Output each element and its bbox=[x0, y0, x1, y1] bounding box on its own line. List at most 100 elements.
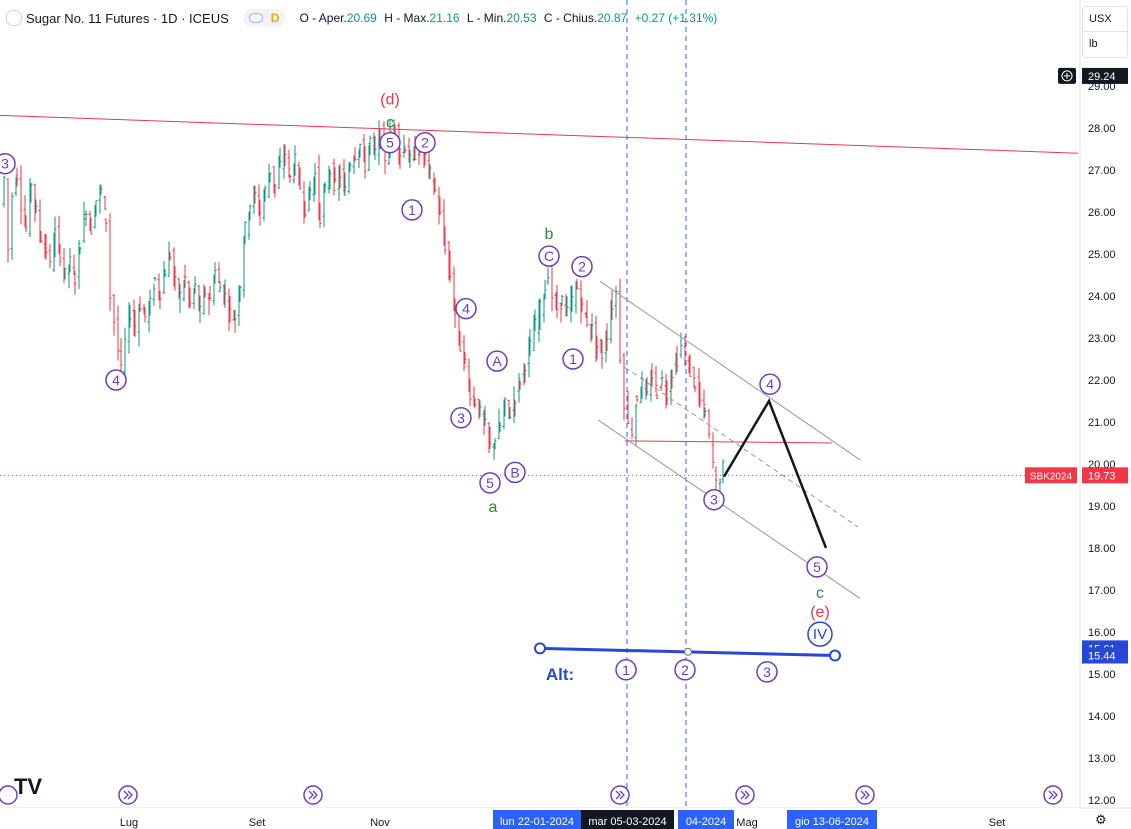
y-tick-label: 25.00 bbox=[1088, 249, 1116, 261]
x-tick-label: Set bbox=[249, 817, 266, 829]
wave-label[interactable]: c bbox=[386, 115, 394, 132]
time-cursor-label: mar 05-03-2024 bbox=[581, 810, 674, 829]
price-scale-settings[interactable]: USX lb bbox=[1082, 6, 1128, 58]
y-tick-label: 18.00 bbox=[1088, 543, 1116, 555]
event-marker-icon[interactable] bbox=[118, 785, 138, 805]
wave-label-text: 4 bbox=[112, 372, 120, 388]
wave-label[interactable]: 3 bbox=[756, 661, 778, 683]
price-axis-label: 19.73 SBK2024 bbox=[1025, 467, 1128, 484]
y-tick-label: 27.00 bbox=[1088, 165, 1116, 177]
wave-label-text: C bbox=[544, 248, 554, 264]
y-tick-label: 23.00 bbox=[1088, 333, 1116, 345]
y-tick-label: 26.00 bbox=[1088, 207, 1116, 219]
wave-label[interactable]: (d) bbox=[380, 92, 400, 109]
wave-label-text: A bbox=[492, 353, 502, 369]
wave-label-text: 3 bbox=[457, 410, 465, 426]
channel-upper-line[interactable] bbox=[599, 280, 861, 461]
wave-label[interactable]: 1 bbox=[615, 659, 637, 681]
wave-label[interactable]: b bbox=[545, 226, 554, 243]
support-line[interactable] bbox=[624, 440, 833, 444]
symbol-title[interactable]: Sugar No. 11 Futures · 1D · ICEUS bbox=[26, 10, 229, 26]
wave-label[interactable]: (e) bbox=[810, 604, 830, 621]
event-marker-icon[interactable] bbox=[1043, 785, 1063, 805]
time-cursor-label: gio 13-06-2024 bbox=[787, 810, 877, 829]
resistance-trendline[interactable] bbox=[0, 114, 1079, 154]
event-marker-icon[interactable] bbox=[0, 785, 18, 805]
time-cursor-text: 04-2024 bbox=[686, 816, 726, 828]
wave-label[interactable]: c bbox=[816, 585, 824, 602]
wave-label[interactable]: 5 bbox=[379, 131, 401, 154]
price-axis-label: 29.24 bbox=[1058, 67, 1128, 84]
event-marker-icon[interactable] bbox=[303, 785, 323, 805]
event-marker-icon[interactable] bbox=[855, 785, 875, 805]
event-marker-icon[interactable] bbox=[610, 785, 630, 805]
wave-label[interactable]: IV bbox=[807, 621, 833, 647]
wave-label-text: 5 bbox=[486, 475, 494, 491]
alt-line-midpoint[interactable] bbox=[684, 647, 692, 656]
tradingview-logo-icon: TV bbox=[14, 774, 42, 799]
wave-label-text: B bbox=[510, 464, 519, 480]
wave-label-text: c bbox=[816, 585, 824, 602]
wave-label-text: 2 bbox=[578, 259, 586, 275]
wave-label-text: 3 bbox=[1, 156, 9, 172]
eye-icon bbox=[248, 13, 263, 23]
time-cursor-text: mar 05-03-2024 bbox=[588, 816, 666, 828]
wave-label[interactable]: 3 bbox=[703, 488, 725, 511]
visibility-pill[interactable]: D bbox=[242, 9, 286, 27]
channel-middle-line[interactable] bbox=[624, 366, 859, 528]
wave-label-text: 2 bbox=[681, 662, 689, 678]
wave-label[interactable]: 2 bbox=[414, 131, 436, 154]
wave-label[interactable]: a bbox=[489, 499, 498, 516]
wave-label[interactable]: 5 bbox=[806, 556, 828, 578]
wave-label[interactable]: 1 bbox=[401, 199, 423, 221]
wave-label[interactable]: 2 bbox=[674, 659, 696, 681]
wave-label-text: 4 bbox=[766, 376, 774, 392]
x-tick-label: Nov bbox=[370, 817, 390, 829]
price-axis-label-text: 15.44 bbox=[1088, 651, 1116, 663]
wave-label[interactable]: 2 bbox=[571, 255, 593, 278]
high-value: 21.16 bbox=[429, 11, 460, 25]
y-tick-label: 24.00 bbox=[1088, 291, 1116, 303]
y-tick-label: 29.00 bbox=[1088, 81, 1116, 93]
wave-label[interactable]: 5 bbox=[479, 472, 501, 494]
x-tick-label: Lug bbox=[120, 817, 138, 829]
wave-label-text: (e) bbox=[810, 604, 830, 621]
wave-label[interactable]: C bbox=[538, 245, 560, 267]
y-tick-label: 22.00 bbox=[1088, 375, 1116, 387]
wave-label-text: Alt: bbox=[546, 665, 574, 684]
x-tick-label: Mag bbox=[736, 817, 757, 829]
price-axis-label: 15.44 bbox=[1082, 647, 1128, 664]
open-label: O - Aper. bbox=[299, 11, 347, 25]
y-tick-label: 28.00 bbox=[1088, 123, 1116, 135]
wave-label[interactable]: 4 bbox=[455, 297, 477, 320]
alt-line-handle[interactable] bbox=[534, 642, 546, 655]
currency-select[interactable]: USX bbox=[1089, 13, 1112, 25]
ohlc-values: O - Aper.20.69 H - Max.21.16 L - Min.20.… bbox=[299, 11, 717, 25]
wave-label[interactable]: 4 bbox=[759, 373, 781, 395]
wave-label[interactable]: 1 bbox=[562, 348, 584, 370]
price-axis-label-text: 19.73 bbox=[1088, 470, 1116, 482]
time-cursor-text: gio 13-06-2024 bbox=[795, 816, 869, 828]
unit-select[interactable]: lb bbox=[1083, 31, 1127, 56]
wave-label[interactable]: 4 bbox=[105, 369, 127, 391]
projection-path[interactable] bbox=[722, 398, 828, 549]
time-cursor-label: lun 22-01-2024 bbox=[493, 810, 581, 829]
wave-label-text: 1 bbox=[622, 662, 630, 678]
candles bbox=[2, 119, 725, 493]
alt-line-handle[interactable] bbox=[829, 649, 841, 662]
gear-icon[interactable]: ⚙ bbox=[1095, 812, 1107, 827]
event-marker-icon[interactable] bbox=[735, 785, 755, 805]
price-axis[interactable] bbox=[1080, 0, 1131, 829]
wave-label[interactable]: 3 bbox=[0, 152, 16, 175]
wave-label-text: 1 bbox=[408, 202, 416, 218]
wave-label-text: 2 bbox=[421, 135, 429, 151]
chevron-icon[interactable] bbox=[6, 10, 22, 26]
wave-label[interactable]: A bbox=[486, 350, 508, 372]
y-tick-label: 15.00 bbox=[1088, 669, 1116, 681]
wave-label[interactable]: 3 bbox=[450, 407, 472, 429]
wave-label-text: 1 bbox=[569, 351, 577, 367]
high-label: H - Max. bbox=[384, 11, 430, 25]
wave-label[interactable]: B bbox=[504, 461, 526, 484]
wave-label[interactable]: Alt: bbox=[546, 665, 574, 684]
